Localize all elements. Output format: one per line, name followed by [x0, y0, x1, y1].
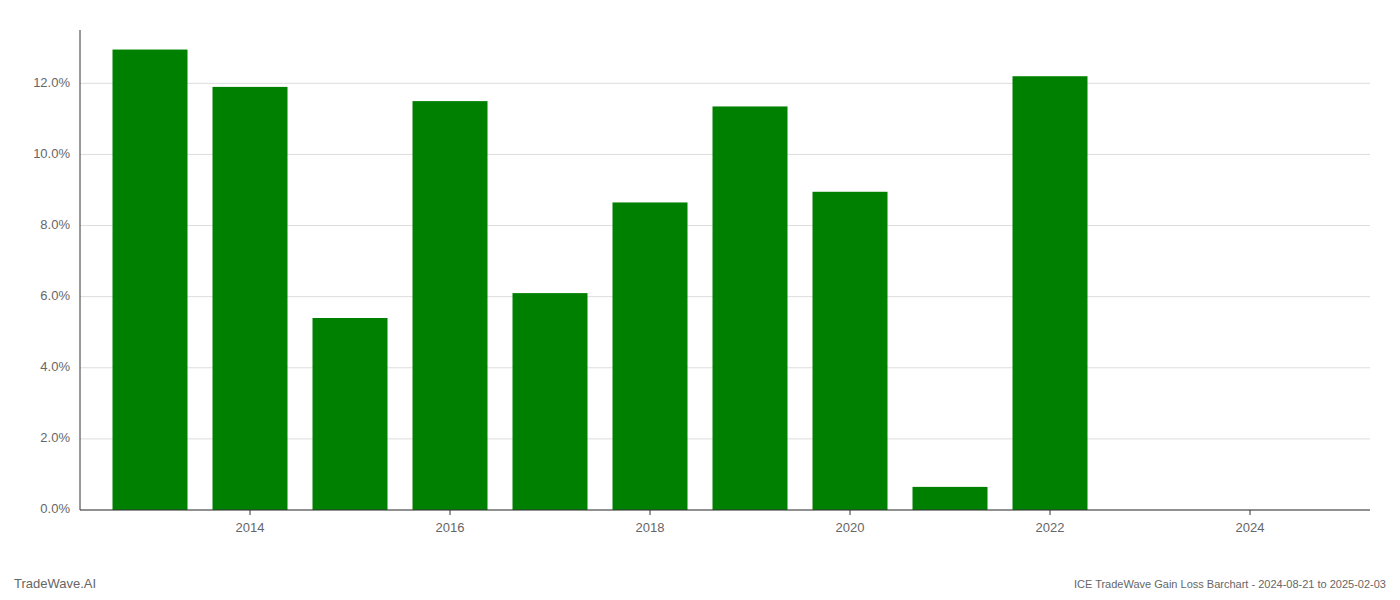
bar — [613, 202, 688, 510]
watermark: TradeWave.AI — [14, 576, 96, 591]
x-tick-label: 2014 — [236, 520, 265, 535]
bar — [913, 487, 988, 510]
y-axis-line — [80, 30, 81, 510]
y-tick-label: 8.0% — [40, 217, 70, 232]
x-tick-label: 2016 — [436, 520, 465, 535]
y-tick-label: 2.0% — [40, 430, 70, 445]
x-tick-label: 2018 — [636, 520, 665, 535]
y-tick-label: 0.0% — [40, 501, 70, 516]
x-tick — [450, 510, 451, 515]
x-tick — [1250, 510, 1251, 515]
x-axis-line — [80, 510, 1370, 511]
grid-line — [80, 510, 1370, 511]
y-tick-label: 6.0% — [40, 288, 70, 303]
x-axis-ticks: 2014 2016 2018 2020 2022 2024 — [236, 510, 1265, 535]
x-tick — [850, 510, 851, 515]
y-tick-label: 4.0% — [40, 359, 70, 374]
bar — [513, 293, 588, 510]
bar — [813, 192, 888, 510]
y-axis-ticks: 0.0% 2.0% 4.0% 6.0% 8.0% 10.0% 12.0% — [33, 75, 70, 517]
bar — [1013, 76, 1088, 510]
bar — [413, 101, 488, 510]
x-tick — [650, 510, 651, 515]
bar — [113, 50, 188, 510]
chart-container: 0.0%2.0%4.0%6.0%8.0%10.0%12.0%2014201620… — [0, 0, 1400, 600]
x-tick-label: 2020 — [836, 520, 865, 535]
y-tick-label: 12.0% — [33, 75, 70, 90]
bar — [713, 106, 788, 510]
x-tick-label: 2024 — [1236, 520, 1265, 535]
bar — [213, 87, 288, 510]
grid — [80, 83, 1370, 510]
bars — [113, 50, 1088, 510]
grid-line — [80, 83, 1370, 84]
footer-title: ICE TradeWave Gain Loss Barchart - 2024-… — [1074, 578, 1386, 590]
axes — [80, 30, 1370, 510]
x-tick — [250, 510, 251, 515]
bar — [313, 318, 388, 510]
x-tick — [1050, 510, 1051, 515]
chart: 0.0%2.0%4.0%6.0%8.0%10.0%12.0%2014201620… — [0, 0, 1400, 600]
y-tick-label: 10.0% — [33, 146, 70, 161]
x-tick-label: 2022 — [1036, 520, 1065, 535]
